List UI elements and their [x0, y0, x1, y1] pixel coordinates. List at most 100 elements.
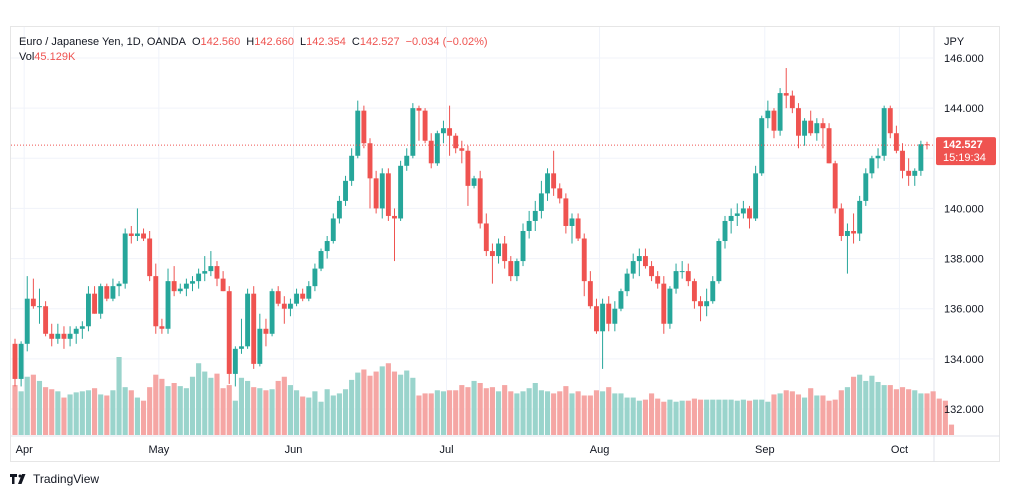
- candle-body[interactable]: [826, 128, 832, 164]
- candle-body[interactable]: [912, 170, 918, 176]
- candle-body[interactable]: [385, 173, 391, 216]
- candle-body[interactable]: [355, 110, 361, 156]
- candle-body[interactable]: [318, 251, 324, 269]
- candle-body[interactable]: [906, 170, 912, 176]
- candle-body[interactable]: [863, 173, 869, 201]
- candle-body[interactable]: [300, 293, 306, 299]
- candle-body[interactable]: [343, 180, 348, 201]
- candle-body[interactable]: [116, 283, 122, 287]
- candle-body[interactable]: [802, 120, 808, 136]
- candle-body[interactable]: [324, 241, 330, 252]
- candle-body[interactable]: [734, 213, 740, 216]
- candle-body[interactable]: [624, 273, 630, 292]
- candle-body[interactable]: [771, 110, 777, 131]
- candle-body[interactable]: [453, 135, 459, 149]
- candle-body[interactable]: [257, 328, 263, 364]
- candle-body[interactable]: [600, 303, 606, 332]
- candle-body[interactable]: [306, 286, 312, 299]
- candle-body[interactable]: [67, 333, 73, 339]
- candle-body[interactable]: [777, 93, 783, 131]
- candle-body[interactable]: [294, 293, 300, 304]
- candle-body[interactable]: [214, 266, 220, 279]
- candle-body[interactable]: [43, 306, 49, 334]
- candle-body[interactable]: [122, 233, 128, 284]
- candle-body[interactable]: [465, 150, 471, 186]
- candle-body[interactable]: [728, 215, 734, 221]
- candle-body[interactable]: [875, 155, 881, 159]
- candle-body[interactable]: [404, 155, 410, 166]
- candle-body[interactable]: [98, 286, 104, 314]
- candle-body[interactable]: [796, 108, 801, 136]
- candle-body[interactable]: [49, 333, 55, 339]
- candle-body[interactable]: [747, 208, 752, 219]
- candle-body[interactable]: [655, 276, 661, 284]
- candle-body[interactable]: [887, 108, 893, 134]
- candle-body[interactable]: [538, 193, 544, 211]
- candle-body[interactable]: [532, 210, 538, 221]
- candle-body[interactable]: [86, 293, 91, 327]
- candle-body[interactable]: [312, 268, 318, 287]
- candle-body[interactable]: [606, 303, 612, 324]
- candle-body[interactable]: [642, 256, 648, 267]
- candle-body[interactable]: [587, 281, 593, 307]
- candle-body[interactable]: [857, 200, 863, 234]
- candle-body[interactable]: [141, 233, 146, 239]
- candle-body[interactable]: [196, 273, 202, 282]
- candle-body[interactable]: [232, 348, 238, 374]
- candle-body[interactable]: [594, 306, 599, 332]
- candle-body[interactable]: [287, 303, 293, 309]
- candle-body[interactable]: [134, 233, 140, 237]
- candle-body[interactable]: [581, 238, 587, 282]
- candle-body[interactable]: [691, 281, 697, 302]
- candle-body[interactable]: [24, 298, 30, 344]
- candle-body[interactable]: [477, 178, 483, 224]
- candle-body[interactable]: [428, 140, 434, 164]
- candle-body[interactable]: [704, 301, 710, 307]
- candle-body[interactable]: [869, 158, 875, 174]
- candle-body[interactable]: [263, 328, 269, 334]
- candle-body[interactable]: [900, 150, 905, 171]
- candle-body[interactable]: [918, 144, 924, 171]
- candle-body[interactable]: [281, 303, 287, 309]
- candle-body[interactable]: [183, 283, 189, 289]
- candle-body[interactable]: [349, 155, 355, 181]
- candle-body[interactable]: [893, 133, 899, 151]
- candle-body[interactable]: [759, 118, 765, 174]
- candle-body[interactable]: [153, 276, 159, 327]
- candle-body[interactable]: [844, 230, 850, 237]
- candle-body[interactable]: [37, 306, 42, 308]
- candle-body[interactable]: [716, 241, 722, 282]
- candle-body[interactable]: [575, 218, 581, 239]
- candle-body[interactable]: [147, 238, 153, 277]
- candle-body[interactable]: [18, 343, 24, 379]
- candle-body[interactable]: [832, 163, 838, 209]
- candle-body[interactable]: [361, 110, 367, 144]
- candle-body[interactable]: [722, 220, 728, 242]
- candle-body[interactable]: [73, 328, 79, 334]
- candle-body[interactable]: [545, 173, 550, 194]
- candle-body[interactable]: [104, 286, 110, 299]
- candle-body[interactable]: [685, 271, 691, 282]
- candle-body[interactable]: [92, 293, 98, 314]
- candle-body[interactable]: [496, 243, 501, 257]
- symbol-title[interactable]: Euro / Japanese Yen, 1D, OANDA: [19, 36, 186, 48]
- candle-body[interactable]: [30, 298, 36, 307]
- candle-body[interactable]: [55, 333, 61, 339]
- candle-body[interactable]: [526, 220, 532, 231]
- candle-body[interactable]: [110, 286, 116, 299]
- candle-body[interactable]: [441, 128, 446, 134]
- candle-body[interactable]: [557, 188, 563, 199]
- candle-body[interactable]: [783, 93, 789, 96]
- candle-body[interactable]: [881, 108, 887, 156]
- candle-body[interactable]: [245, 293, 251, 347]
- candle-body[interactable]: [202, 271, 208, 274]
- candle-body[interactable]: [740, 208, 746, 214]
- candle-body[interactable]: [789, 95, 795, 109]
- candle-body[interactable]: [422, 110, 428, 141]
- candle-body[interactable]: [667, 288, 673, 324]
- candle-body[interactable]: [636, 256, 642, 262]
- candle-body[interactable]: [502, 243, 508, 262]
- candle-body[interactable]: [226, 291, 232, 374]
- candle-body[interactable]: [808, 120, 814, 134]
- candle-body[interactable]: [165, 281, 171, 329]
